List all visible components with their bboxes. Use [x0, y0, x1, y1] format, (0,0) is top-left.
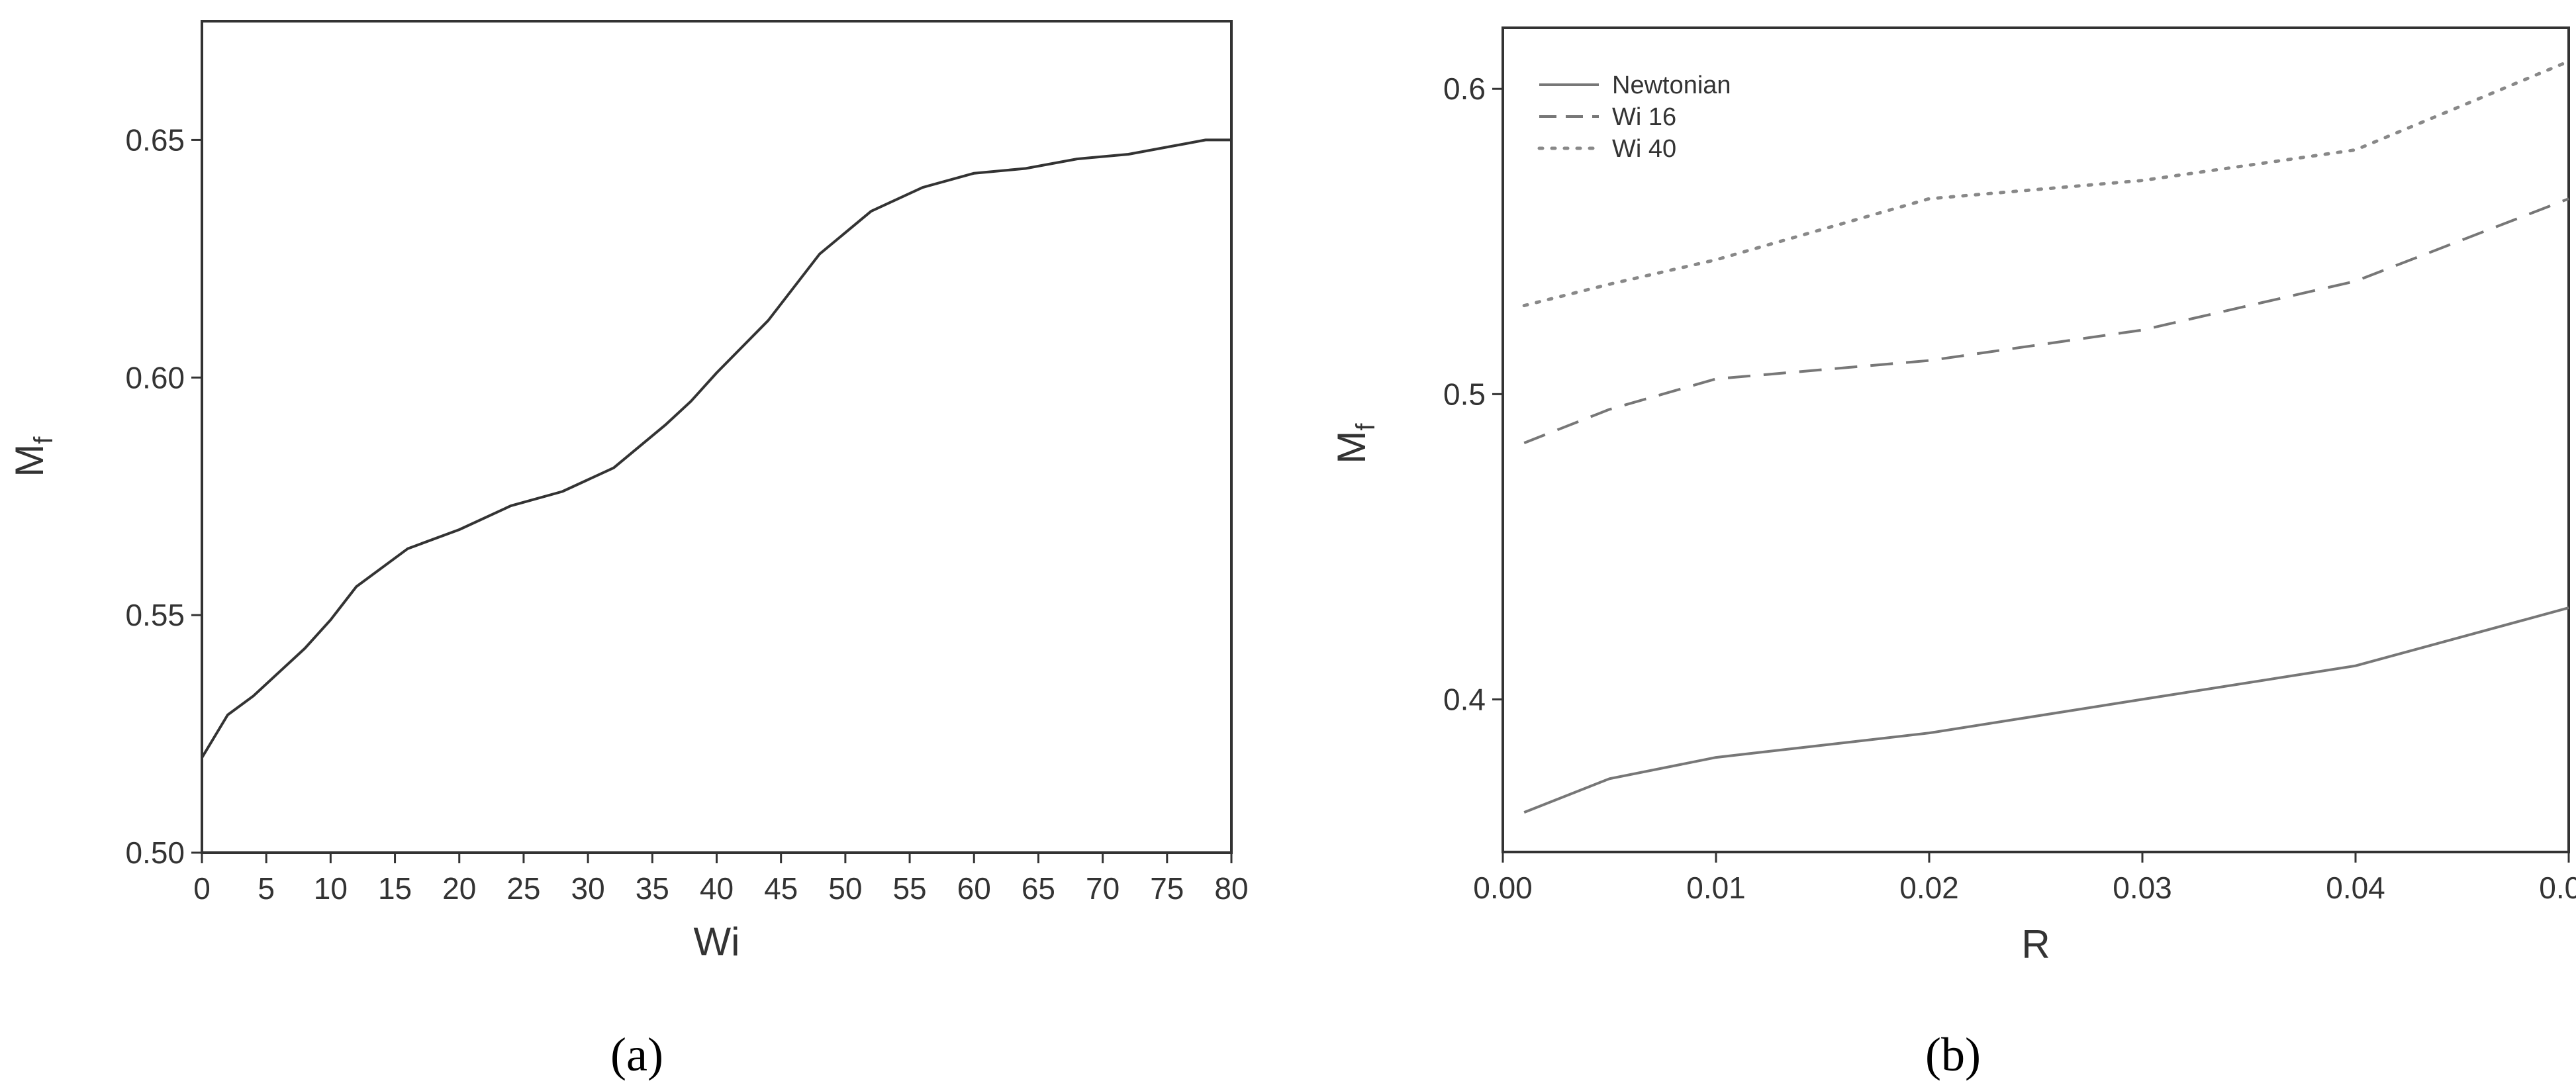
panel-a-chart: 0 5 10 15 20 25 30 35 40 45 50 55 60 65 70 75 80 0.50 0.55…	[7, 20, 1249, 964]
x-tick-label: 25	[506, 871, 540, 906]
plot-frame	[1502, 26, 2570, 853]
x-tick-label: 65	[1022, 871, 1055, 906]
y-tick-label: 0.65	[125, 122, 185, 157]
x-tick-label: 60	[957, 871, 991, 906]
y-tick-label: 0.60	[125, 360, 185, 395]
legend: Newtonian Wi 16 Wi 40	[1537, 71, 1731, 163]
x-tick-label: 0.03	[2113, 871, 2172, 905]
x-tick-label: 0.05	[2539, 871, 2576, 905]
series-line-newtonian	[1523, 606, 2569, 814]
y-tick-label: 0.5	[1443, 377, 1486, 411]
x-tick-label: 30	[571, 871, 605, 906]
legend-label: Wi 16	[1612, 103, 1676, 131]
x-tick-label: 80	[1214, 871, 1248, 906]
x-tick-label: 10	[314, 871, 348, 906]
y-axis-label: Mf	[7, 436, 58, 477]
caption-a: (a)	[610, 1028, 663, 1081]
caption-b: (b)	[1925, 1028, 1981, 1081]
series-line-0	[201, 138, 1231, 759]
x-tick-label: 70	[1086, 871, 1120, 906]
x-tick-label: 0.01	[1686, 871, 1746, 905]
x-tick-label: 75	[1150, 871, 1184, 906]
x-tick-label: 0.04	[2326, 871, 2385, 905]
y-tick-label: 0.55	[125, 598, 185, 632]
y-axis-label: Mf	[1329, 423, 1380, 464]
plot-frame	[201, 20, 1233, 854]
y-tick-label: 0.4	[1443, 682, 1486, 716]
legend-label: Wi 40	[1612, 135, 1676, 163]
panel-b-chart: 0.00 0.01 0.02 0.03 0.04 0.05 0.4 0.5 0.6 R Mf Newt…	[1329, 26, 2576, 967]
legend-label: Newtonian	[1612, 71, 1731, 99]
series-line-wi-16	[1523, 197, 2569, 444]
x-tick-label: 0.00	[1473, 871, 1533, 905]
y-tick-label: 0.50	[125, 835, 185, 870]
y-tick-label: 0.6	[1443, 71, 1486, 106]
x-tick-label: 0	[193, 871, 211, 906]
x-tick-label: 55	[892, 871, 926, 906]
x-tick-label: 0.02	[1899, 871, 1959, 905]
x-tick-label: 35	[636, 871, 669, 906]
x-tick-label: 15	[378, 871, 412, 906]
x-tick-label: 5	[258, 871, 275, 906]
x-tick-label: 50	[828, 871, 862, 906]
x-tick-label: 40	[700, 871, 734, 906]
x-tick-label: 45	[764, 871, 798, 906]
series-line-wi-40	[1522, 60, 2571, 308]
x-axis-label: R	[2021, 922, 2050, 967]
x-tick-label: 20	[442, 871, 476, 906]
x-axis-label: Wi	[694, 920, 740, 964]
